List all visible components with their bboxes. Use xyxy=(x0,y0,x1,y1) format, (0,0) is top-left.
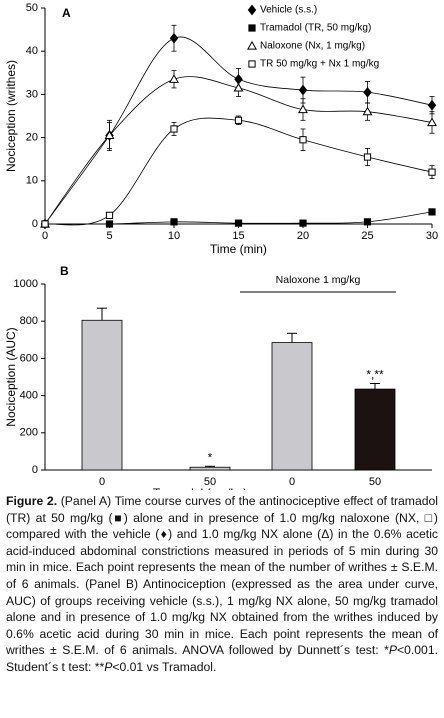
x-tick-label: 10 xyxy=(168,230,180,242)
x-tick-label: 20 xyxy=(297,230,309,242)
y-tick-label: 400 xyxy=(20,390,38,402)
marker xyxy=(169,74,179,83)
legend-label: Naloxone (Nx, 1 mg/kg) xyxy=(260,41,365,52)
y-tick-label: 10 xyxy=(26,175,38,187)
x-tick-label: 0 xyxy=(42,230,48,242)
x-tick-label: 30 xyxy=(426,230,438,242)
x-tick-label: 50 xyxy=(369,476,381,488)
marker xyxy=(170,218,178,226)
marker xyxy=(169,32,179,44)
bar xyxy=(354,388,396,471)
bar xyxy=(189,466,231,471)
caption-segment: P xyxy=(104,659,113,674)
y-tick-label: 600 xyxy=(20,352,38,364)
marker xyxy=(428,208,436,216)
panel-label: B xyxy=(60,264,69,278)
bar xyxy=(271,342,313,471)
marker xyxy=(234,116,243,124)
marker xyxy=(104,130,115,140)
y-tick-label: 50 xyxy=(26,2,38,14)
legend-label: Vehicle (s.s.) xyxy=(260,5,317,16)
y-tick-label: 1000 xyxy=(14,278,38,290)
marker xyxy=(299,136,307,144)
x-tick-label: 0 xyxy=(289,476,295,488)
panel-label: A xyxy=(62,6,71,20)
marker xyxy=(427,117,437,127)
marker xyxy=(363,86,372,98)
marker xyxy=(170,125,178,133)
marker xyxy=(247,40,257,50)
marker xyxy=(248,60,256,68)
legend-label: Tramadol (TR, 50 mg/kg) xyxy=(260,23,371,34)
marker xyxy=(299,219,307,227)
marker xyxy=(248,24,256,32)
marker xyxy=(105,220,114,228)
bar xyxy=(81,319,123,471)
x-tick-label: 50 xyxy=(204,476,216,488)
y-tick-label: 40 xyxy=(26,45,38,57)
caption-segment: Figure 2. xyxy=(6,494,58,508)
x-axis-label: Time (min) xyxy=(210,242,267,256)
y-tick-label: 20 xyxy=(26,132,38,144)
y-axis-label: Nociception (writhes) xyxy=(4,60,18,172)
y-tick-label: 30 xyxy=(26,88,38,100)
marker xyxy=(41,220,49,228)
marker xyxy=(298,84,308,96)
marker xyxy=(105,211,114,219)
y-tick-label: 200 xyxy=(20,427,38,439)
group-label: Naloxone 1 mg/kg xyxy=(276,274,361,286)
x-axis-label: Tramadol (mg/kg) xyxy=(153,486,247,490)
marker xyxy=(362,106,373,116)
bar-annotation: * xyxy=(208,450,213,464)
x-tick-label: 0 xyxy=(99,476,105,488)
caption-segment: (Panel A) Time course curves of the anti… xyxy=(6,494,438,658)
marker xyxy=(363,153,372,161)
marker xyxy=(298,104,308,114)
series-line xyxy=(44,76,433,225)
legend-label: TR 50 mg/kg + Nx 1 mg/kg xyxy=(260,59,379,70)
caption-segment: <0.01 vs Tramadol. xyxy=(112,659,217,674)
marker xyxy=(363,218,372,226)
y-tick-label: 0 xyxy=(32,218,38,230)
y-tick-label: 0 xyxy=(32,464,38,476)
marker xyxy=(427,99,437,111)
bar-annotation: *,** xyxy=(366,368,384,382)
x-tick-label: 5 xyxy=(106,230,112,242)
caption: Figure 2. (Panel A) Time course curves o… xyxy=(6,493,438,676)
figure: 0 10 20 30 40 50 Nociception (writhes) 0 5 10 15 20… xyxy=(4,2,438,490)
y-tick-label: 800 xyxy=(20,315,38,327)
caption-segment: <0.001. Student´s t test: ** xyxy=(6,643,438,674)
marker xyxy=(233,82,244,92)
marker xyxy=(234,219,243,227)
series-line xyxy=(44,117,433,226)
marker xyxy=(428,168,436,176)
x-tick-label: 25 xyxy=(361,230,373,242)
y-axis-label: Nociception (AUC) xyxy=(4,327,18,426)
marker xyxy=(247,4,257,16)
x-tick-label: 15 xyxy=(232,230,244,242)
caption-segment: P xyxy=(388,643,397,658)
